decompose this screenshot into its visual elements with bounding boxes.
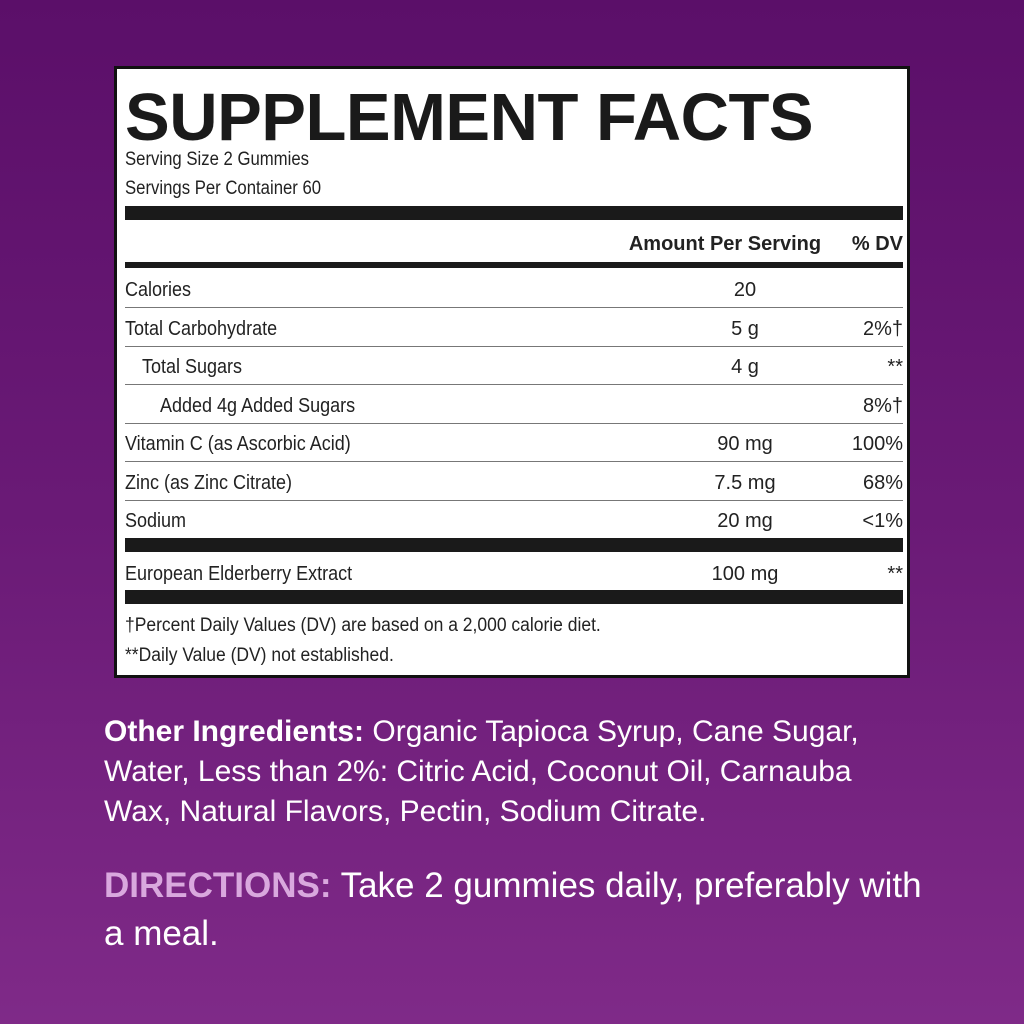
table-row: Calories 20	[125, 275, 903, 305]
table-row: Vitamin C (as Ascorbic Acid) 90 mg 100%	[125, 429, 903, 459]
serving-size: Serving Size 2 Gummies	[125, 149, 309, 170]
directions-label: DIRECTIONS:	[104, 866, 332, 905]
nutrient-dv: 100%	[851, 433, 903, 455]
nutrient-dv: 68%	[862, 472, 903, 494]
divider	[125, 346, 903, 347]
extract-name: European Elderberry Extract	[125, 563, 353, 585]
nutrient-name: Calories	[125, 279, 192, 301]
servings-per-container: Servings Per Container 60	[125, 178, 322, 199]
nutrient-amount: 90 mg	[717, 433, 773, 455]
nutrient-name: Total Sugars	[142, 356, 243, 378]
table-row: Total Carbohydrate 5 g 2%†	[125, 314, 903, 344]
divider	[125, 500, 903, 501]
nutrient-name: Zinc (as Zinc Citrate)	[125, 472, 293, 494]
divider-medium	[125, 262, 903, 268]
nutrient-name: Vitamin C (as Ascorbic Acid)	[125, 433, 351, 455]
table-row-extract: European Elderberry Extract 100 mg **	[125, 559, 903, 589]
divider	[125, 423, 903, 424]
nutrient-amount: 7.5 mg	[714, 472, 776, 494]
supplement-facts-panel: SUPPLEMENT FACTS Serving Size 2 Gummies …	[114, 66, 910, 678]
divider	[125, 384, 903, 385]
header-amount: Amount Per Serving	[628, 233, 822, 255]
other-ingredients-label: Other Ingredients:	[104, 715, 365, 748]
divider-thick	[125, 590, 903, 604]
nutrient-name: Total Carbohydrate	[125, 318, 278, 340]
nutrient-name: Sodium	[125, 510, 187, 532]
extract-dv: **	[887, 563, 903, 585]
header-dv: % DV	[851, 233, 903, 255]
nutrient-dv: <1%	[862, 510, 903, 532]
table-row: Added 4g Added Sugars 8%†	[125, 391, 903, 421]
directions: DIRECTIONS: Take 2 gummies daily, prefer…	[104, 862, 924, 958]
nutrient-dv: 8%†	[862, 395, 903, 417]
table-header: Amount Per Serving % DV	[125, 229, 903, 259]
divider	[125, 307, 903, 308]
divider	[125, 461, 903, 462]
nutrient-dv: **	[887, 356, 903, 378]
nutrient-dv: 2%†	[862, 318, 903, 340]
table-row: Total Sugars 4 g **	[125, 352, 903, 382]
footnote-not-established: **Daily Value (DV) not established.	[125, 645, 394, 666]
divider-thick	[125, 538, 903, 552]
other-ingredients-text: Organic Tapioca Syrup, Cane Sugar, Water…	[104, 715, 859, 828]
directions-text: Take 2 gummies daily, preferably with a …	[104, 866, 922, 953]
panel-title: SUPPLEMENT FACTS	[125, 80, 814, 155]
table-row: Sodium 20 mg <1%	[125, 506, 903, 536]
other-ingredients: Other Ingredients: Organic Tapioca Syrup…	[104, 712, 924, 832]
nutrient-amount: 20 mg	[717, 510, 773, 532]
nutrient-name: Added 4g Added Sugars	[160, 395, 356, 417]
nutrient-amount: 20	[733, 279, 757, 301]
extract-amount: 100 mg	[711, 563, 779, 585]
nutrient-amount: 5 g	[731, 318, 759, 340]
table-row: Zinc (as Zinc Citrate) 7.5 mg 68%	[125, 468, 903, 498]
footnote-dv: †Percent Daily Values (DV) are based on …	[125, 615, 601, 636]
divider-thick	[125, 206, 903, 220]
nutrient-amount: 4 g	[731, 356, 759, 378]
